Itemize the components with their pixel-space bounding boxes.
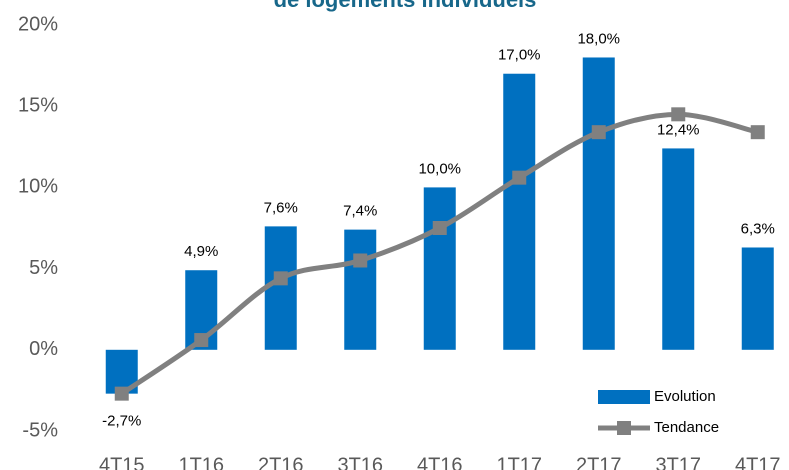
data-label: 7,6% — [264, 199, 298, 216]
trend-marker — [671, 107, 686, 122]
y-tick-label: 20% — [18, 13, 58, 35]
x-tick-label: 4T15 — [99, 454, 145, 470]
trend-marker — [353, 253, 368, 268]
y-tick-label: 0% — [29, 338, 58, 360]
x-tick-label: 2T16 — [258, 454, 304, 470]
trend-marker — [114, 386, 129, 401]
trend-marker — [512, 170, 527, 185]
x-tick-label: 4T17 — [735, 454, 781, 470]
bar — [264, 226, 297, 350]
trend-marker — [273, 271, 288, 286]
x-tick-label: 2T17 — [576, 454, 622, 470]
bar — [423, 187, 456, 350]
x-tick-label: 4T16 — [417, 454, 463, 470]
data-label: -2,7% — [102, 413, 141, 430]
trend-marker — [194, 333, 209, 348]
legend-label: Evolution — [654, 388, 716, 405]
y-tick-label: 10% — [18, 176, 58, 198]
bar — [741, 247, 774, 350]
chart-title: de logements individuels — [274, 0, 537, 12]
data-label: 12,4% — [657, 121, 700, 138]
x-tick-label: 1T17 — [496, 454, 542, 470]
x-tick-label: 1T16 — [178, 454, 224, 470]
legend-swatch — [617, 421, 631, 435]
trend-marker — [432, 221, 447, 235]
data-label: 6,3% — [741, 220, 775, 237]
y-tick-label: 5% — [29, 257, 58, 279]
data-label: 18,0% — [577, 30, 620, 47]
trend-marker — [591, 125, 606, 140]
x-tick-label: 3T16 — [337, 454, 383, 470]
data-label: 10,0% — [418, 160, 461, 177]
x-tick-label: 3T17 — [655, 454, 701, 470]
y-tick-label: 15% — [18, 94, 58, 116]
data-label: 4,9% — [184, 243, 218, 260]
legend-swatch — [598, 390, 650, 404]
data-label: 7,4% — [343, 203, 377, 220]
legend-label: Tendance — [654, 419, 719, 436]
data-label: 17,0% — [498, 47, 541, 64]
y-tick-label: -5% — [22, 419, 58, 441]
bar — [344, 229, 377, 350]
trend-marker — [750, 125, 765, 140]
bar — [582, 57, 615, 350]
bar — [662, 148, 695, 350]
bar — [503, 73, 536, 350]
